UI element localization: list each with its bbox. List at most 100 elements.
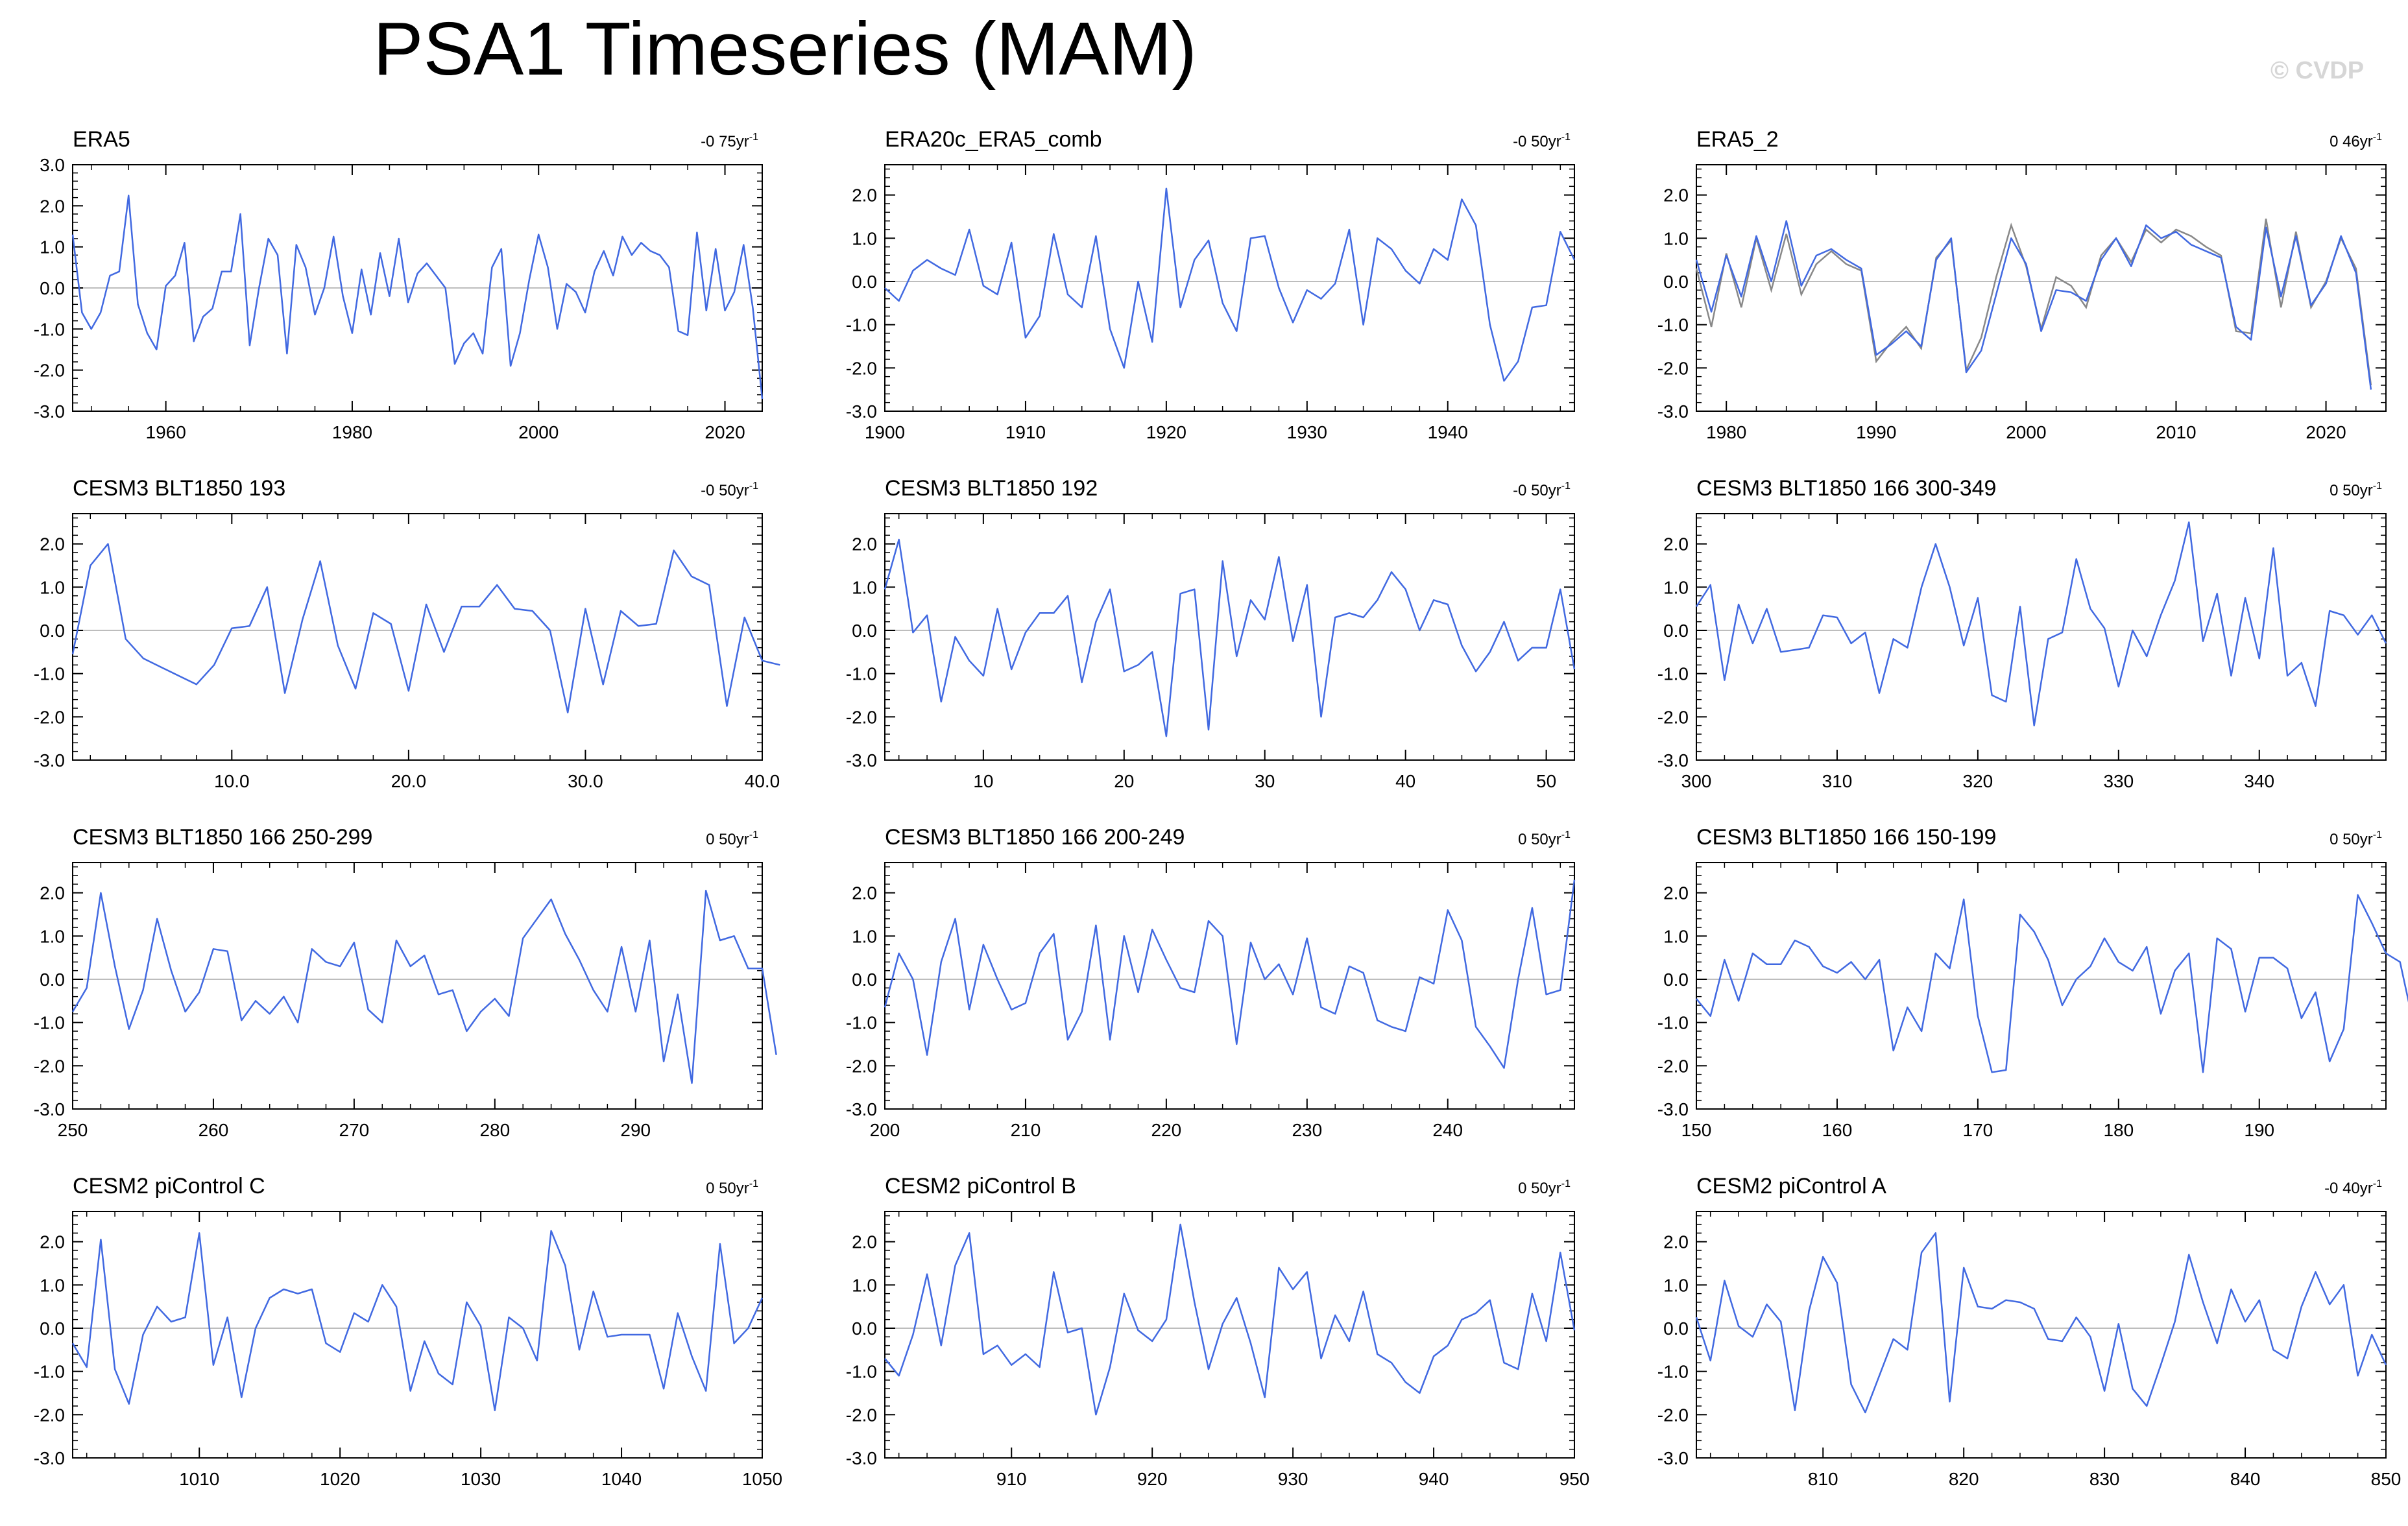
plot-frame xyxy=(884,1211,1575,1459)
x-tick-label: 850 xyxy=(2371,1469,2402,1489)
figure-title: PSA1 Timeseries (MAM) xyxy=(373,6,1197,91)
x-tick-label: 1010 xyxy=(179,1469,219,1489)
y-tick-label: 1.0 xyxy=(852,577,877,597)
trend-value: -0 75yr xyxy=(701,133,749,150)
y-tick-label: 0.0 xyxy=(40,1318,65,1339)
trend-exponent: -1 xyxy=(1561,829,1571,840)
series-line xyxy=(71,890,777,1084)
trend-exponent: -1 xyxy=(1561,1178,1571,1189)
y-tick-label: 0.0 xyxy=(852,1318,877,1339)
trend-value: 0 50yr xyxy=(1518,831,1561,848)
y-tick-label: -3.0 xyxy=(1657,1099,1689,1119)
y-tick-label: -3.0 xyxy=(1657,1448,1689,1468)
trend-label: -0 40yr-1 xyxy=(2324,1178,2382,1197)
y-tick-label: 1.0 xyxy=(40,926,65,946)
y-tick-label: 0.0 xyxy=(852,621,877,641)
trend-label: 0 50yr-1 xyxy=(2330,481,2382,499)
y-tick-label: 2.0 xyxy=(1663,534,1689,554)
y-tick-label: 2.0 xyxy=(1663,185,1689,206)
x-tick-label: 30.0 xyxy=(568,771,603,791)
series-line xyxy=(884,538,1576,737)
trend-exponent: -1 xyxy=(749,481,758,492)
watermark: © CVDP xyxy=(2270,57,2365,84)
y-tick-label: -2.0 xyxy=(1657,1056,1689,1076)
x-tick-label: 2020 xyxy=(2306,422,2346,442)
x-tick-label: 150 xyxy=(1681,1120,1712,1140)
panel-title: ERA5 xyxy=(73,127,130,152)
y-tick-label: 1.0 xyxy=(40,577,65,597)
panel-title: ERA5_2 xyxy=(1696,127,1779,152)
y-tick-label: -1.0 xyxy=(846,1362,877,1382)
x-tick-label: 200 xyxy=(870,1120,900,1140)
plot-frame xyxy=(1696,164,2387,412)
y-tick-label: -2.0 xyxy=(846,1405,877,1425)
panel-1: ERA5 -0 75yr-1 3.0 2.0 1.0 0.0 -1.0 -2.0 -3.0 196… xyxy=(34,127,764,442)
plot-frame xyxy=(72,1211,763,1459)
y-tick-label: 0.0 xyxy=(852,970,877,990)
y-tick-label: 1.0 xyxy=(1663,926,1689,946)
series-line xyxy=(884,1223,1576,1416)
x-tick-label: 1960 xyxy=(146,422,186,442)
x-tick-label: 940 xyxy=(1419,1469,1449,1489)
trend-label: 0 50yr-1 xyxy=(2330,829,2382,848)
y-tick-label: 2.0 xyxy=(40,1232,65,1252)
y-tick-label: 2.0 xyxy=(40,883,65,903)
x-tick-label: 1920 xyxy=(1146,422,1186,442)
y-tick-label: -2.0 xyxy=(846,707,877,727)
y-tick-label: -3.0 xyxy=(846,750,877,770)
plot-frame xyxy=(72,513,763,761)
x-tick-label: 950 xyxy=(1559,1469,1590,1489)
y-tick-label: -2.0 xyxy=(34,1405,65,1425)
y-tick-label: -2.0 xyxy=(846,1056,877,1076)
x-tick-label: 240 xyxy=(1432,1120,1463,1140)
y-tick-label: -2.0 xyxy=(34,707,65,727)
y-tick-label: 0.0 xyxy=(1663,272,1689,292)
y-tick-label: 2.0 xyxy=(852,534,877,554)
trend-label: 0 50yr-1 xyxy=(1518,1178,1571,1197)
y-tick-label: -1.0 xyxy=(846,1013,877,1033)
y-tick-label: -3.0 xyxy=(34,401,65,422)
y-tick-label: -2.0 xyxy=(1657,707,1689,727)
y-tick-label: -3.0 xyxy=(846,401,877,422)
series-line xyxy=(1695,220,2372,390)
x-tick-label: 1940 xyxy=(1428,422,1468,442)
panel-12: CESM2 piControl A -0 40yr-1 2.0 1.0 0.0 -1.0 -… xyxy=(1657,1174,2402,1489)
series-line xyxy=(1695,1232,2387,1414)
trend-label: 0 50yr-1 xyxy=(706,1178,758,1197)
y-tick-label: 0.0 xyxy=(40,621,65,641)
trend-value: -0 50yr xyxy=(1513,482,1561,499)
trend-exponent: -1 xyxy=(2373,481,2382,492)
series-line xyxy=(884,187,1576,382)
y-tick-label: -3.0 xyxy=(1657,401,1689,422)
y-tick-label: -1.0 xyxy=(1657,1013,1689,1033)
plot-frame xyxy=(1696,1211,2387,1459)
y-tick-label: -1.0 xyxy=(34,1362,65,1382)
x-tick-label: 1020 xyxy=(320,1469,360,1489)
x-tick-label: 20.0 xyxy=(391,771,427,791)
panel-title: CESM3 BLT1850 166 250-299 xyxy=(73,825,372,850)
panel-title: CESM3 BLT1850 166 200-249 xyxy=(885,825,1185,850)
panel-10: CESM2 piControl C 0 50yr-1 2.0 1.0 0.0 -1.0 -2… xyxy=(34,1174,782,1489)
x-tick-label: 190 xyxy=(2244,1120,2274,1140)
trend-exponent: -1 xyxy=(749,1178,758,1189)
x-tick-label: 160 xyxy=(1822,1120,1853,1140)
y-tick-label: -1.0 xyxy=(34,319,65,339)
y-tick-label: 0.0 xyxy=(40,970,65,990)
x-tick-label: 910 xyxy=(996,1469,1027,1489)
trend-value: 0 50yr xyxy=(706,1180,749,1197)
trend-label: 0 46yr-1 xyxy=(2330,132,2382,150)
y-tick-label: -2.0 xyxy=(1657,358,1689,378)
y-tick-label: 0.0 xyxy=(852,272,877,292)
x-tick-label: 1040 xyxy=(601,1469,642,1489)
x-tick-label: 310 xyxy=(1822,771,1853,791)
x-tick-label: 920 xyxy=(1137,1469,1168,1489)
trend-value: 0 50yr xyxy=(706,831,749,848)
y-tick-label: -1.0 xyxy=(1657,1362,1689,1382)
panel-title: ERA20c_ERA5_comb xyxy=(885,127,1102,152)
y-tick-label: -2.0 xyxy=(846,358,877,378)
y-tick-label: -3.0 xyxy=(846,1448,877,1468)
y-tick-label: -3.0 xyxy=(34,1099,65,1119)
panel-8: CESM3 BLT1850 166 200-249 0 50yr-1 2.0 1.0 0… xyxy=(846,825,1576,1140)
y-tick-label: -1.0 xyxy=(34,664,65,684)
y-tick-label: 1.0 xyxy=(1663,228,1689,248)
